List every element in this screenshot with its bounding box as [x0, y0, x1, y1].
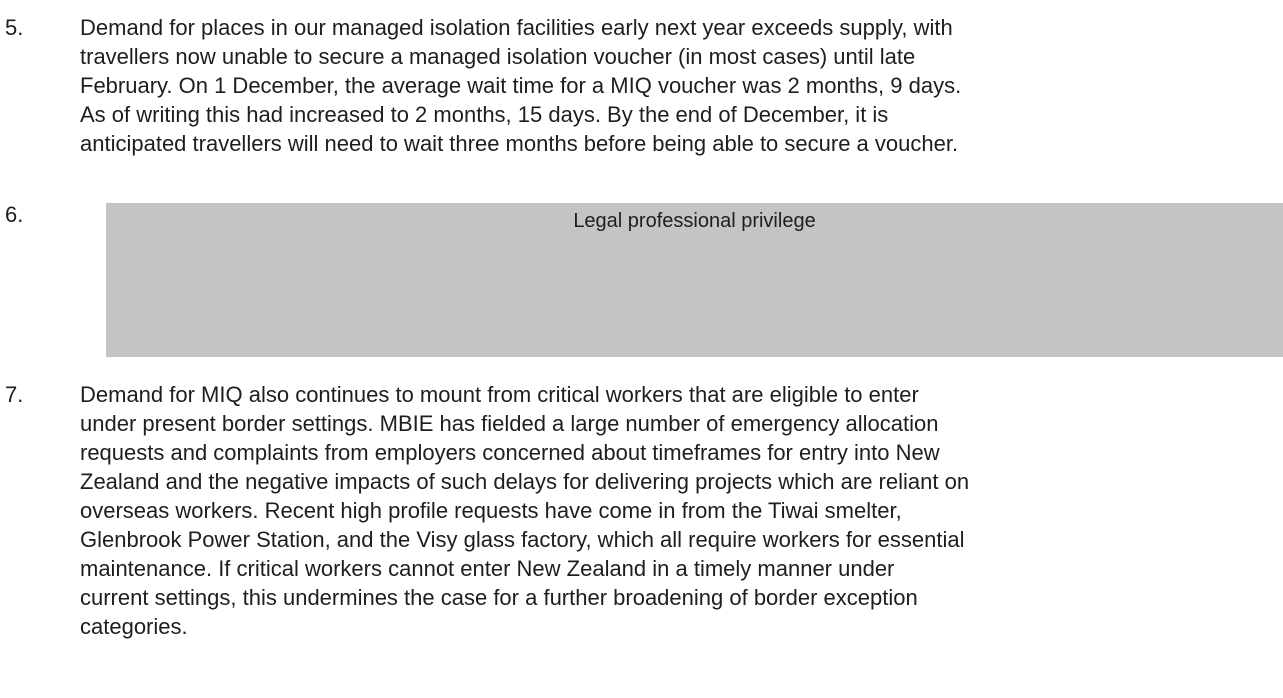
paragraph-line: anticipated travellers will need to wait… [80, 131, 959, 156]
paragraph-line: Demand for places in our managed isolati… [80, 15, 953, 40]
paragraph-line: As of writing this had increased to 2 mo… [80, 102, 889, 127]
paragraph-line: current settings, this undermines the ca… [80, 585, 918, 610]
paragraph-line: Glenbrook Power Station, and the Visy gl… [80, 527, 965, 552]
paragraph-number: 5. [5, 15, 24, 40]
paragraph-line: Demand for MIQ also continues to mount f… [80, 382, 919, 407]
paragraph-line: Zealand and the negative impacts of such… [80, 469, 970, 494]
redaction-box: Legal professional privilege [106, 203, 1283, 357]
paragraph-line: requests and complaints from employers c… [80, 440, 940, 465]
paragraph-line: February. On 1 December, the average wai… [80, 73, 962, 98]
paragraph-line: travellers now unable to secure a manage… [80, 44, 916, 69]
paragraph-line: maintenance. If critical workers cannot … [80, 556, 895, 581]
paragraph-line: overseas workers. Recent high profile re… [80, 498, 902, 523]
paragraph-number: 6. [5, 202, 24, 227]
redaction-label: Legal professional privilege [573, 210, 816, 232]
paragraph-number: 7. [5, 382, 24, 407]
paragraph-line: under present border settings. MBIE has … [80, 411, 939, 436]
paragraph-line: categories. [80, 614, 188, 639]
